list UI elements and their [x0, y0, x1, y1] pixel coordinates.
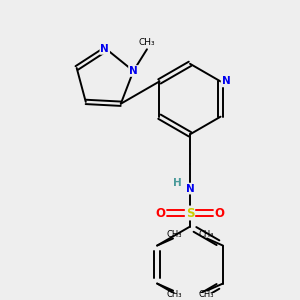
Text: CH₃: CH₃	[166, 290, 182, 299]
Text: N: N	[129, 66, 138, 76]
Text: S: S	[186, 206, 194, 220]
Text: CH₃: CH₃	[139, 38, 155, 47]
Text: O: O	[155, 206, 165, 220]
Text: CH₃: CH₃	[199, 290, 214, 299]
Text: CH₃: CH₃	[199, 230, 214, 239]
Text: CH₃: CH₃	[166, 230, 182, 239]
Text: N: N	[186, 184, 194, 194]
Text: H: H	[173, 178, 182, 188]
Text: N: N	[222, 76, 230, 86]
Text: O: O	[215, 206, 225, 220]
Text: N: N	[100, 44, 109, 54]
